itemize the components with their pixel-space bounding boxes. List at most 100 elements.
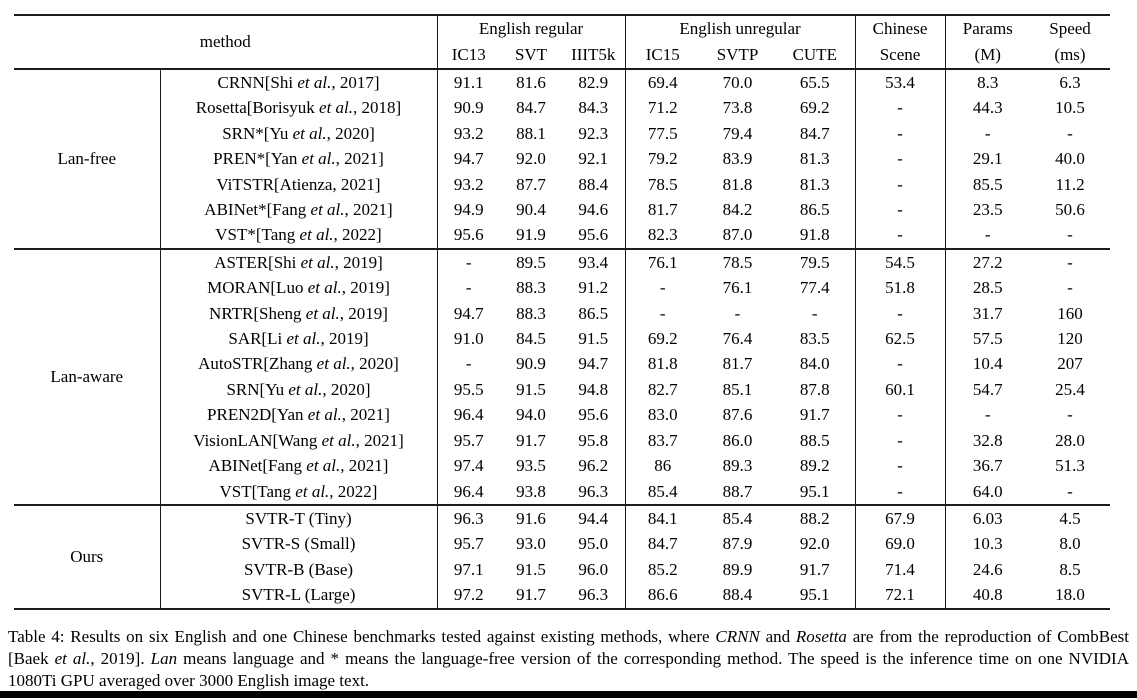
value-cell: 50.6	[1055, 200, 1085, 220]
value-cell: 78.5	[624, 171, 701, 198]
value-cell: 76.1	[624, 247, 701, 276]
value-cell: 94.7	[436, 146, 500, 172]
value-cell: 82.7	[624, 376, 701, 403]
value-cell: 81.7	[624, 197, 701, 223]
value-cell: 82.9	[562, 67, 626, 96]
value-cell: 73.8	[722, 98, 753, 118]
value-cell: 6.3	[1030, 67, 1111, 96]
value-cell: 81.8	[722, 174, 753, 194]
value-cell: 64.0	[944, 478, 1031, 505]
value-cell: -	[624, 300, 701, 327]
table-row: SVTR-S (Small) 95.7 93.0 95.0 84.7 87.9 92.0 69…	[14, 531, 1110, 557]
table-row: VisionLAN[Wang et al., 2021] 95.7 91.7 95.8…	[14, 427, 1110, 454]
value-cell: 84.7	[799, 123, 830, 143]
value-cell: 96.2	[578, 456, 609, 476]
value-cell: 160	[1057, 303, 1083, 323]
value-cell: 97.1	[436, 556, 500, 583]
value-cell: 85.5	[944, 171, 1031, 198]
header-params-line1: Params	[962, 19, 1013, 38]
value-cell: 62.5	[854, 326, 946, 352]
table-row: ABINet*[Fang et al., 2021] 94.9 90.4 94.6 81…	[14, 197, 1110, 223]
value-cell: 76.1	[722, 278, 753, 298]
method-name: CRNN[Shi et al., 2017]	[159, 67, 437, 96]
method-name: VST[Tang et al., 2022]	[159, 478, 437, 505]
value-cell: 85.4	[624, 478, 701, 505]
value-cell: 88.4	[578, 174, 609, 194]
method-name: SAR[Li et al., 2019]	[159, 326, 437, 352]
value-cell: 83.9	[722, 149, 753, 169]
value-cell: 97.2	[436, 582, 500, 609]
value-cell: 94.9	[436, 197, 500, 223]
value-cell: 91.6	[500, 503, 562, 532]
table-row: NRTR[Sheng et al., 2019] 94.7 88.3 86.5- - - -…	[14, 300, 1110, 327]
value-cell: 88.1	[516, 123, 546, 143]
value-cell: -	[854, 351, 946, 377]
bottom-border-bar	[0, 691, 1137, 698]
header-col-svt: SVT	[514, 45, 548, 64]
method-name: ABINet[Fang et al., 2021]	[159, 453, 437, 479]
header-col-cute: CUTE	[792, 45, 837, 64]
value-cell: 91.8	[799, 225, 830, 245]
value-cell: 6.03	[944, 503, 1031, 532]
value-cell: 91.2	[578, 278, 609, 298]
method-name: SRN[Yu et al., 2020]	[159, 376, 437, 403]
header-col-iiit5k: IIIT5k	[571, 45, 616, 64]
value-cell: 36.7	[944, 453, 1031, 479]
value-cell: 31.7	[944, 300, 1031, 327]
method-name: SVTR-L (Large)	[159, 582, 437, 609]
value-cell: 93.5	[516, 456, 546, 476]
value-cell: 89.2	[799, 456, 830, 476]
value-cell: 92.0	[516, 149, 546, 169]
value-cell: 8.3	[944, 67, 1031, 96]
value-cell: 78.5	[700, 247, 776, 276]
table-row: PREN*[Yan et al., 2021] 94.7 92.0 92.1 79.2 8…	[14, 146, 1110, 172]
group-label: Ours	[14, 503, 160, 609]
value-cell: -	[854, 146, 946, 172]
method-name: ASTER[Shi et al., 2019]	[159, 247, 437, 276]
value-cell: 95.6	[578, 405, 609, 425]
value-cell: 95.1	[799, 481, 830, 501]
method-name: SVTR-B (Base)	[159, 556, 437, 583]
value-cell: -	[854, 95, 946, 121]
method-name: ViTSTR[Atienza, 2021]	[159, 171, 437, 198]
header-chinese-scene: Chinese Scene	[854, 15, 946, 69]
value-cell: 94.6	[578, 200, 609, 220]
value-cell: 72.1	[854, 582, 946, 609]
method-name: AutoSTR[Zhang et al., 2020]	[159, 351, 437, 377]
value-cell: 96.0	[578, 559, 609, 579]
value-cell: 207	[1057, 354, 1083, 374]
value-cell: 91.7	[799, 559, 830, 579]
value-cell: 60.1	[854, 376, 946, 403]
value-cell: 94.7	[578, 354, 609, 374]
value-cell: 87.7	[516, 174, 546, 194]
value-cell: 84.2	[722, 200, 753, 220]
value-cell: -	[811, 303, 818, 323]
group-label: Lan-free	[14, 68, 160, 249]
value-cell: 28.0	[1055, 430, 1085, 450]
table-header: method English regular English unregular…	[14, 15, 1110, 69]
method-name: Rosetta[Borisyuk et al., 2018]	[159, 95, 437, 121]
value-cell: -	[1067, 123, 1073, 143]
value-cell: 27.2	[944, 247, 1031, 276]
value-cell: 51.3	[1055, 456, 1085, 476]
value-cell: 94.7	[436, 300, 500, 327]
value-cell: 32.8	[944, 427, 1031, 454]
header-col-ic15: IC15	[624, 42, 701, 69]
value-cell: 69.0	[854, 531, 946, 557]
method-name: SVTR-T (Tiny)	[159, 503, 437, 532]
value-cell: -	[944, 402, 1031, 428]
value-cell: -	[854, 120, 946, 147]
value-cell: -	[854, 402, 946, 428]
value-cell: 91.1	[436, 67, 500, 96]
value-cell: 87.8	[799, 379, 830, 399]
header-speed-line1: Speed	[1049, 19, 1091, 38]
value-cell: 81.8	[624, 351, 701, 377]
value-cell: -	[1030, 247, 1111, 276]
value-cell: 93.0	[516, 534, 546, 554]
value-cell: 86.5	[578, 303, 609, 323]
value-cell: 70.0	[700, 67, 776, 96]
value-cell: -	[854, 453, 946, 479]
value-cell: 10.3	[944, 531, 1031, 557]
value-cell: -	[734, 303, 741, 323]
method-name: PREN2D[Yan et al., 2021]	[159, 402, 437, 428]
